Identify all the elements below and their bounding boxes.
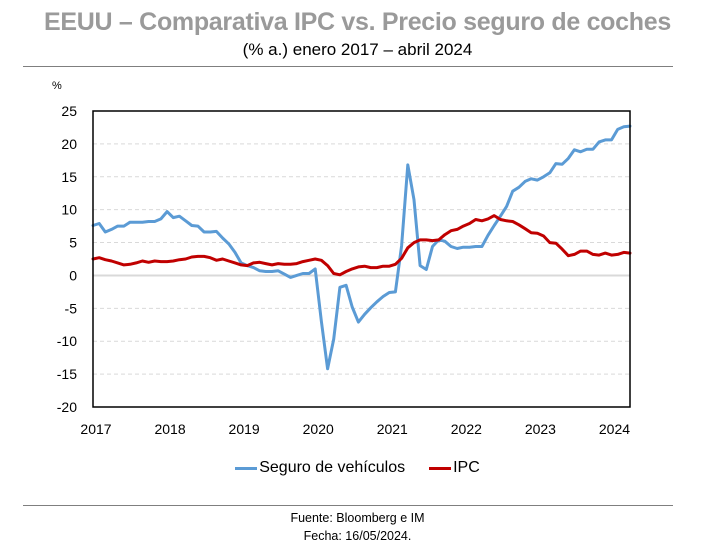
x-tick-label: 2020 [303,421,334,437]
series-lines [91,124,632,371]
x-tick-label: 2022 [451,421,482,437]
source-note: Fuente: Bloomberg e IM [290,511,425,525]
y-tick-label: -20 [57,399,77,415]
chart-title: EEUU – Comparativa IPC vs. Precio seguro… [44,8,671,36]
x-tick-label: 2021 [377,421,408,437]
y-tick-label: -10 [57,333,77,349]
y-tick-label: -15 [57,366,77,382]
y-axis-unit-label: % [52,80,62,92]
series-line-seguro [91,124,632,371]
x-axis-ticks: 2017 2018 2019 2020 2021 2022 2023 2024 [80,421,630,437]
x-tick-label: 2017 [80,421,111,437]
y-axis-ticks: 25 20 15 10 5 0 -5 -10 -15 -20 [57,103,77,415]
legend-label-seguro: Seguro de vehículos [259,459,406,476]
y-tick-label: 20 [61,136,77,152]
gridlines [93,143,630,375]
x-tick-label: 2018 [154,421,185,437]
x-tick-label: 2024 [599,421,630,437]
legend-swatch-ipc [429,466,452,470]
series-line-ipc [91,214,632,277]
chart-subtitle: (% a.) enero 2017 – abril 2024 [242,40,473,59]
y-tick-label: 15 [61,169,77,185]
legend: Seguro de vehículos IPC [0,459,715,477]
header-divider [23,66,673,67]
legend-swatch-seguro [235,466,258,470]
x-tick-label: 2023 [525,421,556,437]
legend-item-seguro: Seguro de vehículos [235,459,405,477]
plot-frame [92,110,631,408]
footer-divider [23,505,673,506]
y-tick-label: 25 [61,103,77,119]
y-tick-label: 0 [69,267,77,283]
date-note: Fecha: 16/05/2024. [303,529,412,543]
legend-item-ipc: IPC [429,459,480,477]
legend-label-ipc: IPC [453,459,480,476]
y-tick-label: 5 [69,235,77,251]
y-tick-label: -5 [65,300,78,316]
x-tick-label: 2019 [229,421,260,437]
y-tick-label: 10 [61,202,77,218]
